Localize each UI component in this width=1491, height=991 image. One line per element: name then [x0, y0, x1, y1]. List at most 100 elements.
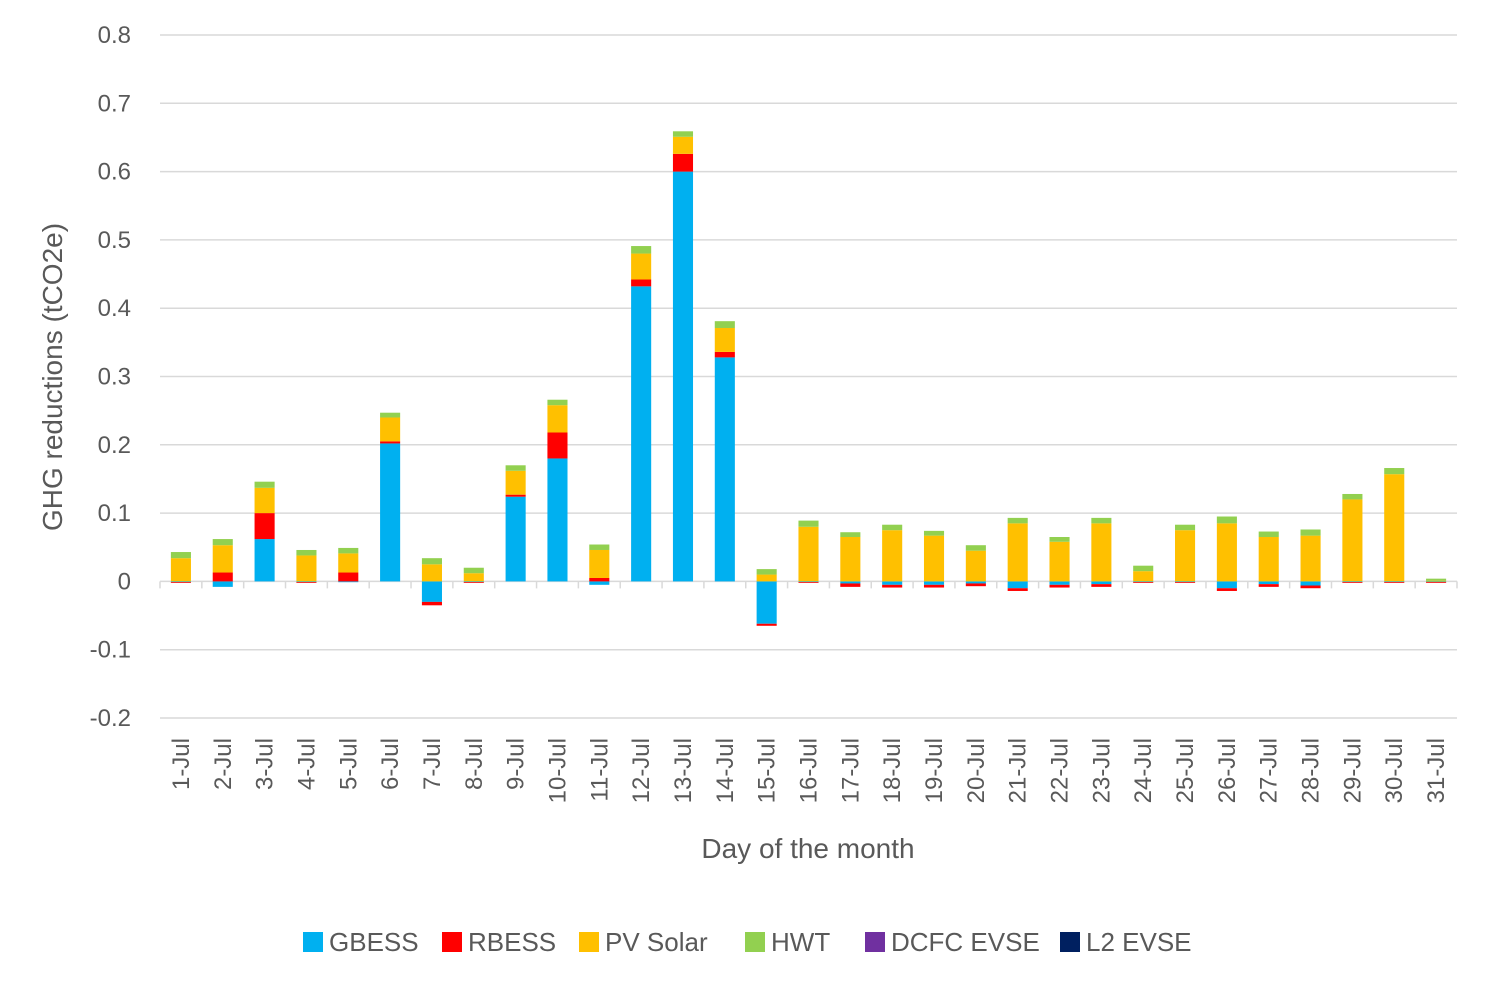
y-tick-label: -0.1 — [90, 637, 131, 664]
bar-segment-hwt-3-Jul — [254, 481, 275, 488]
bar-segment-hwt-19-Jul — [923, 530, 945, 536]
bar-segment-gbess-31-Jul — [1426, 581, 1447, 583]
bar-segment-pv-solar-28-Jul — [1300, 535, 1321, 582]
bar-segment-gbess-24-Jul — [1133, 581, 1154, 583]
x-tick-label: 12-Jul — [628, 738, 655, 803]
bar-segment-gbess-1-Jul — [170, 581, 191, 583]
bar-segment-gbess-2-Jul — [212, 581, 233, 587]
bar-segment-hwt-29-Jul — [1342, 493, 1363, 500]
bar-segment-gbess-18-Jul — [882, 581, 903, 585]
bar-segment-pv-solar-21-Jul — [1007, 523, 1028, 582]
bar-segment-pv-solar-20-Jul — [965, 550, 986, 582]
legend-label-pv-solar: PV Solar — [605, 927, 708, 957]
bar-segment-hwt-8-Jul — [463, 567, 484, 574]
bar-segment-hwt-17-Jul — [840, 532, 861, 538]
bar-segment-rbess-9-Jul — [505, 494, 526, 497]
legend-swatch-hwt — [745, 932, 765, 952]
bar-segment-pv-solar-16-Jul — [798, 526, 819, 582]
bars — [170, 131, 1447, 626]
y-tick-label: -0.2 — [90, 705, 131, 732]
bar-segment-rbess-27-Jul — [1258, 584, 1279, 587]
x-axis-title: Day of the month — [701, 833, 914, 864]
bar-segment-hwt-14-Jul — [714, 321, 735, 329]
x-tick-label: 13-Jul — [670, 738, 697, 803]
legend-label-rbess: RBESS — [468, 927, 556, 957]
bar-segment-rbess-17-Jul — [840, 583, 861, 587]
x-tick-label: 18-Jul — [879, 738, 906, 803]
legend-label-hwt: HWT — [771, 927, 830, 957]
y-tick-label: 0.4 — [98, 295, 131, 322]
bar-segment-hwt-1-Jul — [170, 552, 191, 559]
legend-swatch-pv-solar — [579, 932, 599, 952]
bar-segment-rbess-21-Jul — [1007, 588, 1028, 591]
legend: GBESS RBESS PV Solar HWT DCFC EVSE L2 EVSE — [303, 927, 1192, 957]
x-tick-label: 31-Jul — [1423, 738, 1450, 803]
bar-segment-gbess-6-Jul — [380, 443, 401, 582]
legend-swatch-rbess — [442, 932, 462, 952]
x-tick-label: 21-Jul — [1005, 738, 1032, 803]
bar-segment-pv-solar-12-Jul — [631, 253, 652, 280]
bar-segment-pv-solar-11-Jul — [589, 549, 610, 578]
bar-segment-hwt-7-Jul — [421, 558, 442, 565]
bar-segment-pv-solar-13-Jul — [672, 136, 694, 154]
bar-segment-rbess-4-Jul — [296, 582, 317, 583]
bar-segment-rbess-7-Jul — [421, 601, 442, 606]
bar-segment-gbess-4-Jul — [296, 581, 317, 583]
bar-segment-hwt-26-Jul — [1216, 516, 1237, 524]
x-tick-label: 6-Jul — [377, 738, 404, 790]
bar-segment-rbess-19-Jul — [923, 584, 945, 588]
y-axis-tick-labels: -0.2 -0.1 0 0.1 0.2 0.3 0.4 0.5 0.6 0.7 0.8 — [90, 22, 131, 732]
x-tick-label: 5-Jul — [335, 738, 362, 790]
bar-segment-hwt-13-Jul — [672, 131, 694, 137]
legend-swatch-dcfc-evse — [865, 932, 885, 952]
x-tick-label: 4-Jul — [293, 738, 320, 790]
bar-segment-pv-solar-19-Jul — [923, 535, 945, 582]
bar-segment-gbess-16-Jul — [798, 581, 819, 583]
bar-segment-pv-solar-29-Jul — [1342, 499, 1363, 582]
bar-segment-rbess-3-Jul — [254, 513, 275, 540]
bar-segment-gbess-8-Jul — [463, 581, 484, 583]
bar-segment-hwt-23-Jul — [1091, 517, 1112, 524]
bar-segment-rbess-20-Jul — [965, 583, 986, 587]
bar-segment-pv-solar-23-Jul — [1091, 523, 1112, 582]
bar-segment-hwt-21-Jul — [1007, 517, 1028, 524]
bar-segment-pv-solar-26-Jul — [1216, 523, 1237, 582]
y-tick-label: 0.7 — [98, 90, 131, 117]
bar-segment-pv-solar-2-Jul — [212, 545, 233, 573]
bar-segment-rbess-14-Jul — [714, 351, 735, 358]
bar-segment-pv-solar-5-Jul — [338, 553, 359, 573]
bar-segment-pv-solar-4-Jul — [296, 555, 317, 582]
x-tick-label: 14-Jul — [712, 738, 739, 803]
y-tick-label: 0.8 — [98, 22, 131, 49]
y-tick-label: 0.6 — [98, 159, 131, 186]
bar-segment-hwt-25-Jul — [1175, 524, 1196, 531]
x-axis-tick-labels: 1-Jul 2-Jul 3-Jul 4-Jul 5-Jul 6-Jul 7-Jul 8-Jul… — [168, 738, 1450, 803]
bar-segment-pv-solar-31-Jul — [1426, 580, 1447, 582]
bar-segment-pv-solar-7-Jul — [421, 564, 442, 582]
bar-segment-rbess-8-Jul — [463, 582, 484, 583]
bar-segment-gbess-15-Jul — [756, 581, 777, 624]
bar-segment-gbess-10-Jul — [547, 458, 568, 582]
bar-segment-gbess-19-Jul — [923, 581, 945, 585]
bar-segment-gbess-25-Jul — [1175, 581, 1196, 583]
bar-segment-hwt-10-Jul — [547, 399, 568, 406]
y-tick-label: 0.2 — [98, 432, 131, 459]
x-tick-label: 24-Jul — [1130, 738, 1157, 803]
bar-segment-hwt-31-Jul — [1426, 578, 1447, 581]
bar-segment-gbess-30-Jul — [1384, 581, 1405, 583]
bar-segment-gbess-13-Jul — [672, 171, 694, 582]
bar-segment-rbess-31-Jul — [1426, 582, 1447, 583]
bar-segment-gbess-20-Jul — [965, 581, 986, 584]
bar-segment-rbess-24-Jul — [1133, 582, 1154, 583]
bar-segment-rbess-29-Jul — [1342, 582, 1363, 583]
x-tick-label: 7-Jul — [419, 738, 446, 790]
y-tick-label: 0.3 — [98, 364, 131, 391]
bar-segment-rbess-13-Jul — [672, 153, 694, 172]
y-tick-label: 0.1 — [98, 500, 131, 527]
bar-segment-gbess-28-Jul — [1300, 581, 1321, 586]
legend-label-l2-evse: L2 EVSE — [1086, 927, 1192, 957]
bar-segment-pv-solar-1-Jul — [170, 558, 191, 582]
bar-segment-gbess-5-Jul — [338, 581, 359, 583]
bar-segment-gbess-26-Jul — [1216, 581, 1237, 589]
x-tick-label: 20-Jul — [963, 738, 990, 803]
